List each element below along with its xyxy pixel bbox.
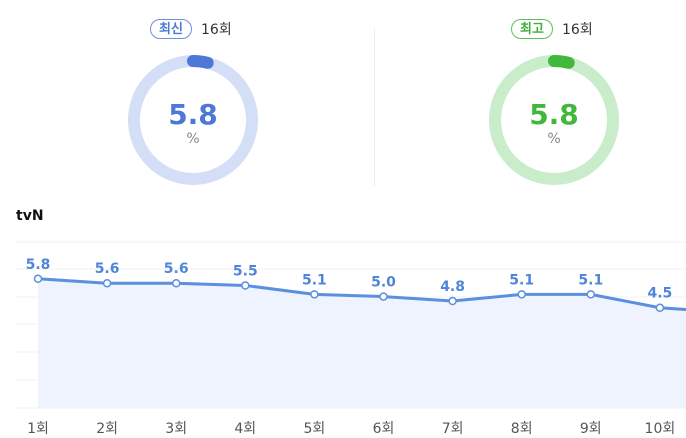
best-rating-unit: % — [547, 131, 561, 147]
latest-rating-ring — [128, 55, 258, 185]
data-label: 5.1 — [578, 272, 603, 288]
x-tick-label: 1회 — [27, 421, 49, 437]
data-label: 5.0 — [371, 275, 396, 291]
latest-ring-progress — [128, 55, 258, 185]
data-point — [241, 281, 250, 290]
chart-title: tvN — [16, 208, 44, 224]
latest-rating-panel: 최신 16회 5.8 % — [0, 0, 343, 190]
data-label: 5.1 — [509, 272, 534, 288]
ratings-chart: 5.8 5.6 5.6 5.5 5.1 5.0 4.8 5.1 5.1 4.5 1회 2회 3회 4회 5… — [16, 241, 686, 437]
best-episode: 16회 — [562, 22, 593, 38]
x-tick-label: 7회 — [442, 421, 464, 437]
panel-divider — [374, 28, 375, 186]
x-tick-label: 4회 — [234, 421, 256, 437]
chart-x-labels: 1회 2회 3회 4회 5회 6회 7회 8회 9회 10회 — [27, 421, 675, 437]
data-label: 5.1 — [302, 272, 327, 288]
data-label: 5.8 — [26, 257, 51, 273]
data-label: 5.6 — [95, 261, 120, 277]
best-badge: 최고 — [511, 19, 553, 39]
chart-points — [33, 274, 665, 312]
best-rating-ring — [489, 55, 619, 185]
best-ring-progress — [489, 55, 619, 185]
data-point — [586, 290, 596, 299]
data-point — [310, 290, 319, 299]
x-tick-label: 10회 — [645, 421, 676, 437]
best-rating-value: 5.8 — [529, 98, 579, 131]
data-point — [448, 296, 457, 306]
latest-badge: 최신 — [150, 19, 192, 39]
chart-value-labels: 5.8 5.6 5.6 5.5 5.1 5.0 4.8 5.1 5.1 4.5 — [26, 257, 673, 302]
x-tick-label: 6회 — [373, 421, 395, 437]
latest-rating-unit: % — [186, 131, 200, 147]
x-tick-label: 2회 — [96, 421, 118, 437]
data-label: 5.6 — [164, 261, 189, 277]
chart-area — [38, 278, 686, 408]
best-rating-panel: 최고 16회 5.8 % — [343, 0, 686, 190]
latest-episode: 16회 — [201, 22, 232, 38]
x-tick-label: 8회 — [511, 421, 533, 437]
data-label: 5.5 — [233, 263, 258, 279]
latest-rating-value: 5.8 — [168, 98, 218, 131]
data-point — [379, 292, 388, 301]
data-point — [655, 303, 665, 312]
data-label: 4.8 — [440, 279, 465, 295]
x-tick-label: 9회 — [580, 421, 602, 437]
data-point — [517, 290, 526, 299]
data-point — [102, 278, 112, 288]
data-point — [171, 278, 181, 288]
data-label: 4.5 — [647, 286, 672, 302]
data-point — [33, 274, 43, 284]
x-tick-label: 5회 — [304, 421, 326, 437]
x-tick-label: 3회 — [165, 421, 187, 437]
